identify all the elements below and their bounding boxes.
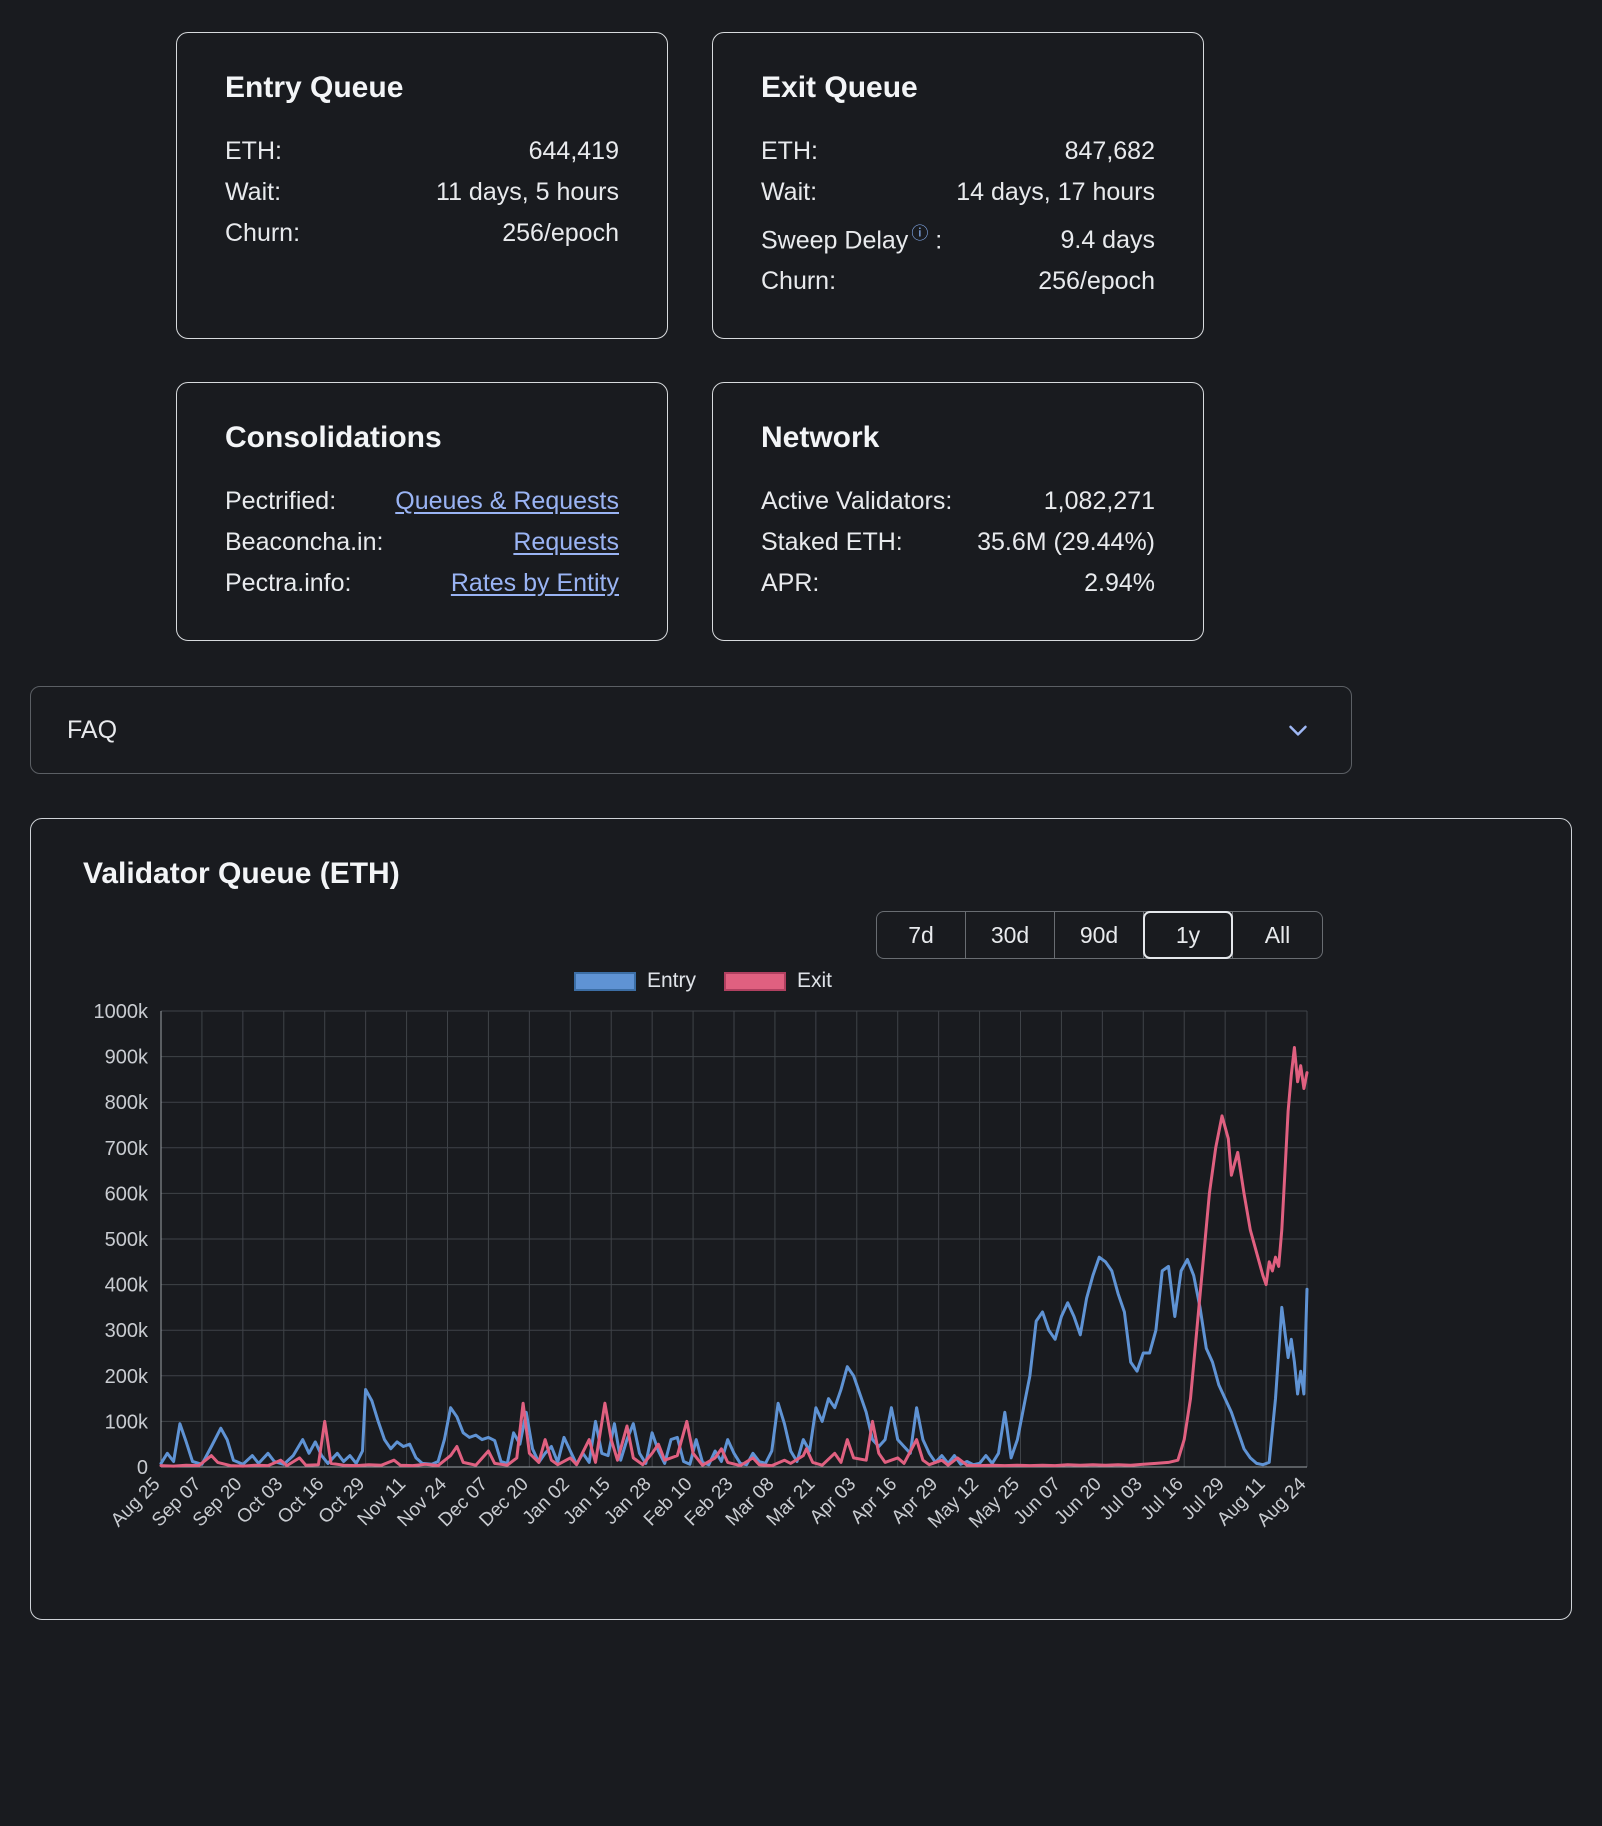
chart-inner: 7d 30d 90d 1y All Entry Exit 0 100k 200k 30… [83, 911, 1323, 1577]
stat-label: APR: [761, 569, 820, 598]
stat-value: 35.6M (29.44%) [977, 528, 1155, 557]
consolidations-card: Consolidations Pectrified: Queues & Requ… [176, 382, 668, 642]
card-title: Entry Queue [225, 71, 404, 104]
range-button-30d[interactable]: 30d [966, 912, 1055, 959]
stats-grid: Entry Queue ETH: 644,419 Wait: 11 days, … [176, 0, 1204, 642]
stat-row: Wait: 11 days, 5 hours [225, 172, 619, 213]
stat-row: Staked ETH: 35.6M (29.44%) [761, 522, 1155, 563]
sweep-delay-colon: : [928, 226, 943, 255]
stat-row: Sweep Delay ⓘ : 9.4 days [761, 213, 1155, 261]
stat-label: Pectra.info: [225, 569, 352, 598]
stat-label: Wait: [761, 178, 818, 206]
stat-value: 644,419 [528, 137, 619, 165]
stat-label: ETH: [761, 137, 818, 165]
stat-value: 2.94% [1084, 569, 1155, 598]
svg-text:400k: 400k [105, 1275, 149, 1297]
stat-value: 11 days, 5 hours [436, 178, 619, 206]
stat-value: 256/epoch [502, 219, 619, 247]
link-queues-and-requests[interactable]: Queues & Requests [395, 487, 619, 516]
legend-item-entry[interactable]: Entry [573, 969, 696, 993]
validator-queue-chart: 0 100k 200k 300k 400k 500k 600k 700k 800k 900k 100… [83, 997, 1323, 1577]
chart-legend: Entry Exit [83, 969, 1323, 993]
stat-value: 256/epoch [1038, 267, 1155, 296]
svg-text:800k: 800k [105, 1093, 149, 1115]
chevron-down-icon[interactable] [1283, 715, 1313, 745]
stat-label: Pectrified: [225, 487, 337, 516]
svg-text:Jul 16: Jul 16 [1137, 1474, 1188, 1525]
network-card: Network Active Validators: 1,082,271 Sta… [712, 382, 1204, 642]
card-title: Exit Queue [761, 71, 918, 104]
stat-row: Pectra.info: Rates by Entity [225, 563, 619, 604]
svg-text:200k: 200k [105, 1366, 149, 1388]
stat-row: Wait: 14 days, 17 hours [761, 172, 1155, 213]
stat-row: Beaconcha.in: Requests [225, 522, 619, 563]
svg-text:500k: 500k [105, 1229, 149, 1251]
legend-swatch [573, 971, 636, 991]
stat-row: Active Validators: 1,082,271 [761, 481, 1155, 522]
faq-accordion[interactable]: FAQ [30, 686, 1352, 775]
stat-value: 9.4 days [1060, 226, 1155, 255]
range-button-90d[interactable]: 90d [1055, 912, 1144, 959]
svg-text:300k: 300k [105, 1321, 149, 1343]
exit-queue-card: Exit Queue ETH: 847,682 Wait: 14 days, 1… [712, 32, 1204, 340]
card-title: Consolidations [225, 421, 442, 455]
legend-label: Entry [646, 969, 696, 993]
legend-swatch [724, 971, 786, 991]
stat-label: Active Validators: [761, 487, 953, 516]
stat-label: ETH: [225, 137, 282, 165]
stat-row: ETH: 644,419 [225, 131, 619, 172]
stat-label: Churn: [225, 219, 301, 247]
link-rates-by-entity[interactable]: Rates by Entity [450, 569, 619, 598]
validator-queue-card: Validator Queue (ETH) 7d 30d 90d 1y All … [30, 818, 1572, 1621]
range-button-7d[interactable]: 7d [877, 912, 966, 959]
range-button-group: 7d 30d 90d 1y All [876, 911, 1323, 960]
link-requests[interactable]: Requests [513, 528, 619, 557]
stat-label: Beaconcha.in: [225, 528, 384, 557]
range-selector: 7d 30d 90d 1y All [83, 911, 1323, 960]
stat-label: Sweep Delay ⓘ : [761, 213, 942, 261]
legend-item-exit[interactable]: Exit [724, 969, 832, 993]
stat-row: Churn: 256/epoch [761, 261, 1155, 302]
stat-row: Pectrified: Queues & Requests [225, 481, 619, 522]
stat-value: 14 days, 17 hours [956, 178, 1155, 206]
entry-queue-card: Entry Queue ETH: 644,419 Wait: 11 days, … [176, 32, 668, 340]
range-button-1y[interactable]: 1y [1143, 911, 1233, 960]
stat-row: Churn: 256/epoch [225, 213, 619, 254]
sweep-delay-label: Sweep Delay [761, 226, 909, 255]
stat-label: Staked ETH: [761, 528, 903, 557]
stat-label: Wait: [225, 178, 282, 206]
stat-row: ETH: 847,682 [761, 131, 1155, 172]
svg-text:Jun 20: Jun 20 [1051, 1474, 1106, 1529]
svg-text:700k: 700k [105, 1138, 149, 1160]
stat-value: 1,082,271 [1043, 487, 1155, 516]
svg-text:Jul 03: Jul 03 [1096, 1474, 1147, 1525]
stat-row: APR: 2.94% [761, 563, 1155, 604]
stat-value: 847,682 [1064, 137, 1155, 165]
svg-text:900k: 900k [105, 1047, 149, 1069]
faq-label: FAQ [67, 715, 118, 744]
stat-label: Churn: [761, 267, 837, 296]
card-title: Network [761, 421, 880, 455]
svg-text:1000k: 1000k [94, 1001, 149, 1023]
svg-text:0: 0 [137, 1457, 148, 1479]
svg-text:100k: 100k [105, 1412, 149, 1434]
svg-text:600k: 600k [105, 1184, 149, 1206]
chart-title: Validator Queue (ETH) [83, 857, 400, 891]
info-icon[interactable]: ⓘ [911, 224, 929, 243]
legend-label: Exit [797, 969, 833, 993]
range-button-all[interactable]: All [1233, 912, 1322, 958]
